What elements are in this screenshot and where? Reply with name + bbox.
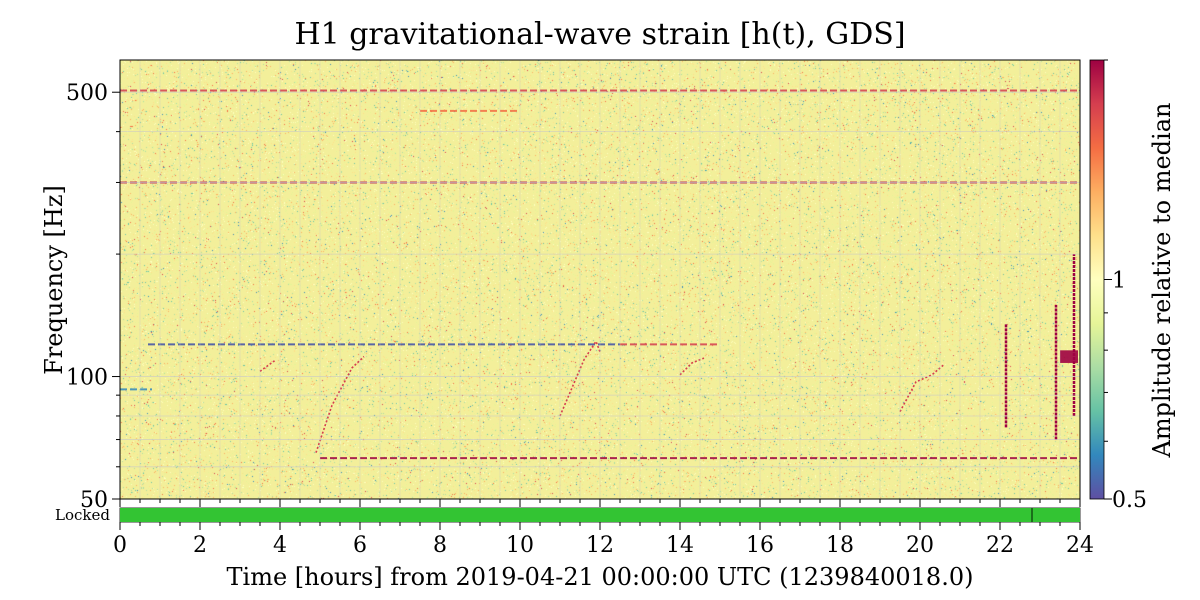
plot-area <box>119 59 1081 500</box>
y-axis-label: Frequency [Hz] <box>40 185 68 375</box>
x-tick-label: 0 <box>113 533 127 558</box>
chart-title: H1 gravitational-wave strain [h(t), GDS] <box>294 17 905 52</box>
state-bar-segment <box>120 508 1080 522</box>
x-tick-label: 18 <box>826 533 854 558</box>
y-tick-label: 500 <box>66 81 108 106</box>
colorbar-label: Amplitude relative to median <box>1148 103 1176 459</box>
colorbar <box>1089 59 1105 500</box>
x-tick-label: 6 <box>353 533 367 558</box>
x-tick-label: 8 <box>433 533 447 558</box>
x-tick-label: 2 <box>193 533 207 558</box>
chirp-track <box>259 359 277 372</box>
y-tick-label: 50 <box>80 488 108 513</box>
colorbar-tick-label: 0.5 <box>1112 488 1147 513</box>
chirp-track <box>559 339 601 417</box>
colorbar-tick-label: 1 <box>1112 269 1126 294</box>
x-tick-label: 24 <box>1066 533 1094 558</box>
y-tick-label: 100 <box>66 366 108 391</box>
chirp-track <box>315 355 365 453</box>
chirp-track <box>899 363 945 412</box>
state-bar-label: Locked <box>55 506 110 524</box>
x-axis-label: Time [hours] from 2019-04-21 00:00:00 UT… <box>227 563 974 591</box>
x-tick-label: 4 <box>273 533 287 558</box>
x-tick-label: 20 <box>906 533 934 558</box>
x-tick-label: 16 <box>746 533 774 558</box>
x-tick-label: 10 <box>506 533 534 558</box>
x-tick-label: 12 <box>586 533 614 558</box>
x-tick-label: 22 <box>986 533 1014 558</box>
glitch-blob <box>1060 350 1078 363</box>
x-tick-label: 14 <box>666 533 694 558</box>
